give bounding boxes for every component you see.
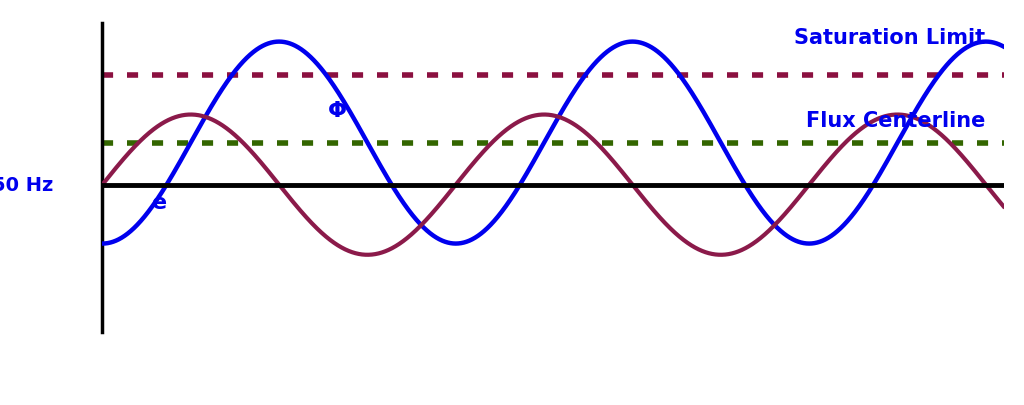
- Text: e: e: [152, 193, 167, 213]
- Text: Φ: Φ: [328, 100, 347, 120]
- Text: Effect of DC OFFSET CURRENT ON FLUX: Effect of DC OFFSET CURRENT ON FLUX: [265, 367, 759, 387]
- Text: 50 Hz: 50 Hz: [0, 176, 53, 195]
- Text: Flux Centerline: Flux Centerline: [806, 111, 985, 131]
- Text: Saturation Limit: Saturation Limit: [795, 28, 985, 48]
